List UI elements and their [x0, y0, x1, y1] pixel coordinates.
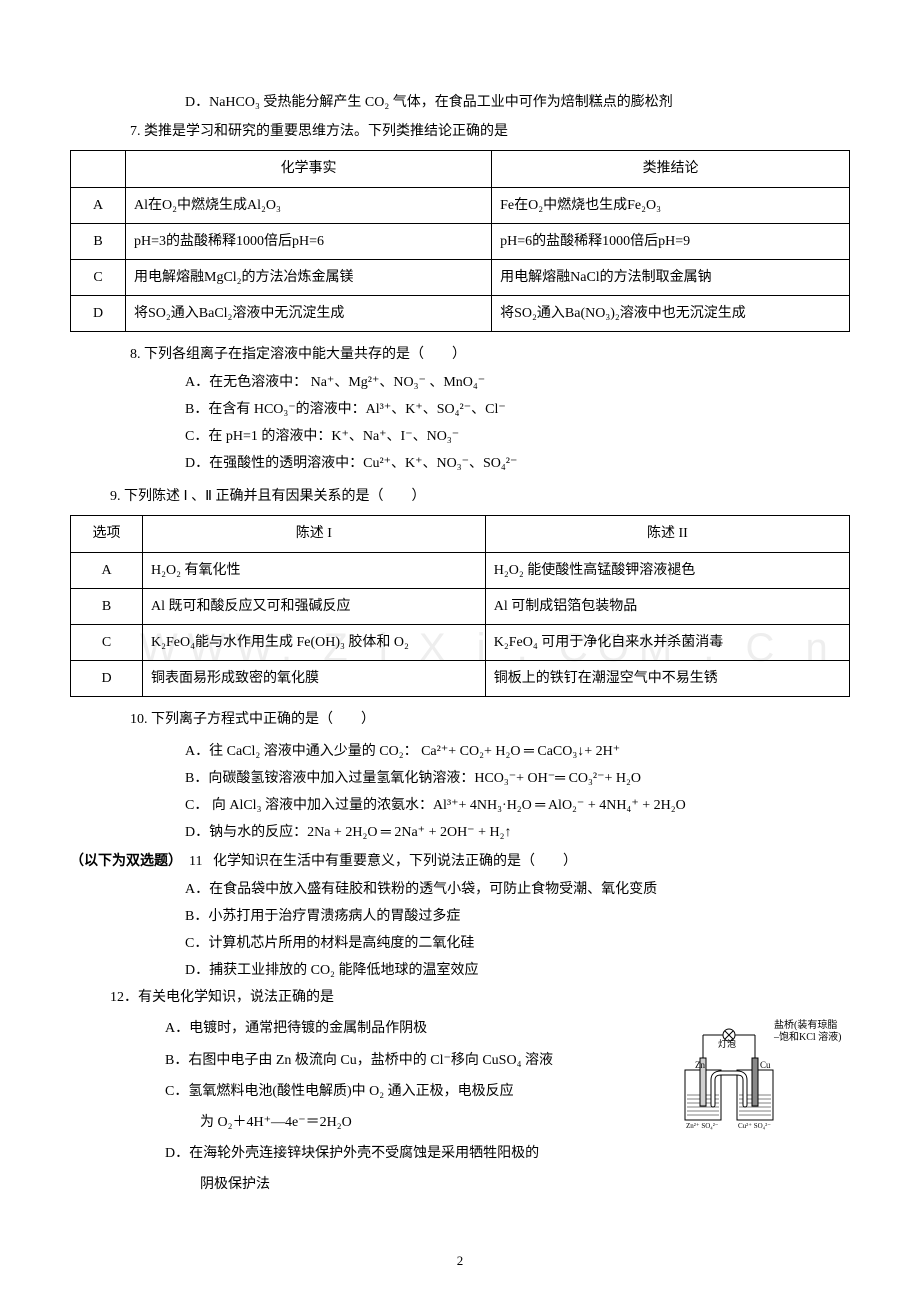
t7-rD1: 将SO₂通入BaCl₂溶液中无沉淀生成	[126, 296, 492, 332]
q11-b: B．小苏打用于治疗胃溃疡病人的胃酸过多症	[70, 904, 850, 929]
page-content: D．NaHCO₃ 受热能分解产生 CO₂ 气体，在食品工业中可作为焙制糕点的膨松…	[70, 90, 850, 1198]
t9-rD2: 铜板上的铁钉在潮湿空气中不易生锈	[485, 661, 849, 697]
t7-rB2: pH=6的盐酸稀释1000倍后pH=9	[492, 223, 850, 259]
q10-d: D．钠与水的反应：2Na + 2H₂O ═ 2Na⁺ + 2OH⁻ + H₂↑	[70, 820, 850, 845]
q11-c: C．计算机芯片所用的材料是高纯度的二氧化硅	[70, 931, 850, 956]
t9-rD1: 铜表面易形成致密的氧化膜	[143, 661, 486, 697]
t7-lC: C	[71, 259, 126, 295]
q12-a: A．电镀时，通常把待镀的金属制品作阴极	[70, 1016, 630, 1041]
t7-rB1: pH=3的盐酸稀释1000倍后pH=6	[126, 223, 492, 259]
q10-a: A．往 CaCl₂ 溶液中通入少量的 CO₂： Ca²⁺+ CO₂+ H₂O ═…	[70, 739, 850, 764]
t7-rD2: 将SO₂通入Ba(NO₃)₂溶液中也无沉淀生成	[492, 296, 850, 332]
q12-c2: 为 O₂＋4H⁺―4e⁻＝2H₂O	[70, 1110, 630, 1135]
q12-d2: 阴极保护法	[70, 1172, 630, 1197]
q11-stem: （以下为双选题） 11 化学知识在生活中有重要意义，下列说法正确的是（ ）	[70, 849, 850, 874]
t7-blank	[71, 151, 126, 187]
t7-rA2: Fe在O₂中燃烧也生成Fe₂O₃	[492, 187, 850, 223]
t7-rA1: Al在O₂中燃烧生成Al₂O₃	[126, 187, 492, 223]
q8-b: B．在含有 HCO₃⁻的溶液中：Al³⁺、K⁺、SO₄²⁻、Cl⁻	[70, 397, 850, 422]
q8-c: C．在 pH=1 的溶液中：K⁺、Na⁺、I⁻、NO₃⁻	[70, 424, 850, 449]
q10-c: C． 向 AlCl₃ 溶液中加入过量的浓氨水：Al³⁺+ 4NH₃·H₂O ═ …	[70, 793, 850, 818]
q9-stem: 9. 下列陈述 Ⅰ 、Ⅱ 正确并且有因果关系的是（ ）	[70, 484, 850, 509]
q10-b: B．向碳酸氢铵溶液中加入过量氢氧化钠溶液：HCO₃⁻+ OH⁻═ CO₃²⁻+ …	[70, 766, 850, 791]
q12-b: B．右图中电子由 Zn 极流向 Cu，盐桥中的 Cl⁻移向 CuSO₄ 溶液	[70, 1048, 630, 1073]
table-q7: 化学事实 类推结论 AAl在O₂中燃烧生成Al₂O₃Fe在O₂中燃烧也生成Fe₂…	[70, 150, 850, 332]
t7-rC1: 用电解熔融MgCl₂的方法冶炼金属镁	[126, 259, 492, 295]
q12-d1: D．在海轮外壳连接锌块保护外壳不受腐蚀是采用牺牲阳极的	[70, 1141, 630, 1166]
t7-h2: 类推结论	[492, 151, 850, 187]
t7-lA: A	[71, 187, 126, 223]
t9-h1: 陈述 I	[143, 516, 486, 552]
t9-rA1: H₂O₂ 有氧化性	[143, 552, 486, 588]
q10-stem: 10. 下列离子方程式中正确的是（ ）	[70, 707, 850, 732]
t9-rB2: Al 可制成铝箔包装物品	[485, 588, 849, 624]
t9-rA2: H₂O₂ 能使酸性高锰酸钾溶液褪色	[485, 552, 849, 588]
q12-stem: 12．有关电化学知识，说法正确的是	[70, 985, 630, 1010]
t9-lC: C	[71, 625, 143, 661]
t7-lD: D	[71, 296, 126, 332]
q8-d: D．在强酸性的透明溶液中：Cu²⁺、K⁺、NO₃⁻、SO₄²⁻	[70, 451, 850, 476]
q8-stem: 8. 下列各组离子在指定溶液中能大量共存的是（ ）	[70, 342, 850, 367]
q8-a: A．在无色溶液中： Na⁺、Mg²⁺、NO₃⁻ 、MnO₄⁻	[70, 370, 850, 395]
t7-lB: B	[71, 223, 126, 259]
table-q9: 选项 陈述 I 陈述 II AH₂O₂ 有氧化性H₂O₂ 能使酸性高锰酸钾溶液褪…	[70, 515, 850, 697]
q11-a: A．在食品袋中放入盛有硅胶和铁粉的透气小袋，可防止食物受潮、氧化变质	[70, 877, 850, 902]
t9-h2: 陈述 II	[485, 516, 849, 552]
t9-rC1: K₂FeO₄能与水作用生成 Fe(OH)₃ 胶体和 O₂	[143, 625, 486, 661]
t7-h1: 化学事实	[126, 151, 492, 187]
q12-c: C．氢氧燃料电池(酸性电解质)中 O₂ 通入正极，电极反应	[70, 1079, 630, 1104]
page-number: 2	[457, 1249, 464, 1272]
t9-rB1: Al 既可和酸反应又可和强碱反应	[143, 588, 486, 624]
t9-lA: A	[71, 552, 143, 588]
t9-lB: B	[71, 588, 143, 624]
q11-d: D．捕获工业排放的 CO₂ 能降低地球的温室效应	[70, 958, 850, 983]
t9-rC2: K₂FeO₄ 可用于净化自来水并杀菌消毒	[485, 625, 849, 661]
q6-option-d: D．NaHCO₃ 受热能分解产生 CO₂ 气体，在食品工业中可作为焙制糕点的膨松…	[70, 90, 850, 115]
t9-lD: D	[71, 661, 143, 697]
t7-rC2: 用电解熔融NaCl的方法制取金属钠	[492, 259, 850, 295]
t9-h0: 选项	[71, 516, 143, 552]
q7-stem: 7. 类推是学习和研究的重要思维方法。下列类推结论正确的是	[70, 119, 850, 144]
